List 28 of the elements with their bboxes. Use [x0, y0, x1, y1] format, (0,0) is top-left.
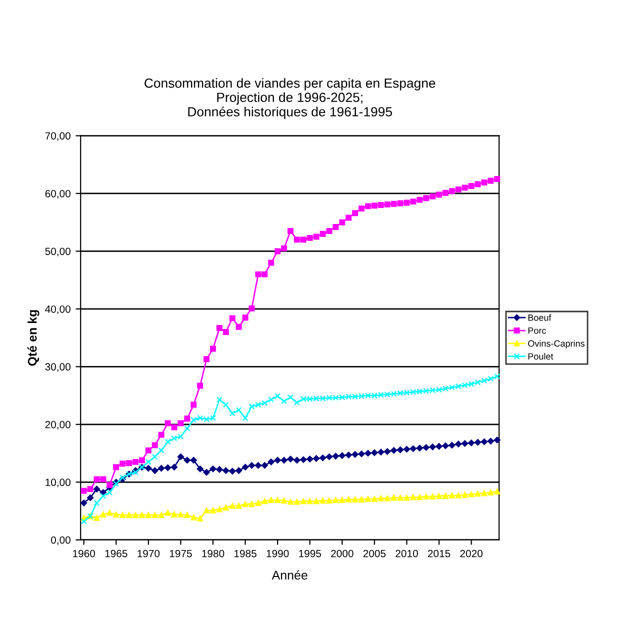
legend-label: Ovins-Caprins — [528, 340, 585, 348]
x-tick-label: 1980 — [202, 550, 224, 558]
x-tick-label: 2010 — [396, 550, 418, 558]
y-tick-label: 30,00 — [45, 363, 70, 372]
legend-label: Boeuf — [528, 314, 552, 321]
x-tick-label: 2000 — [331, 550, 354, 558]
y-tick-label: 70,00 — [45, 132, 70, 141]
x-tick-label: 1965 — [105, 550, 128, 558]
x-axis-title: Année — [272, 570, 308, 580]
x-tick-label: 1990 — [266, 550, 289, 558]
y-tick-label: 10,00 — [46, 478, 70, 488]
y-axis-title: Qté en kg — [27, 310, 40, 366]
x-tick-label: 1960 — [73, 550, 96, 558]
x-tick-label: 1985 — [234, 550, 256, 558]
y-tick-label: 20,00 — [45, 420, 70, 430]
x-tick-label: 2020 — [460, 550, 483, 558]
x-tick-label: 1975 — [170, 550, 192, 558]
x-tick-label: 1995 — [299, 550, 322, 558]
x-tick-label: 1970 — [138, 550, 160, 558]
y-tick-label: 0,00 — [51, 536, 70, 545]
x-tick-label: 2005 — [363, 550, 386, 558]
y-tick-label: 60,00 — [45, 190, 70, 199]
x-tick-label: 2015 — [428, 550, 450, 558]
legend-label: Porc — [528, 327, 546, 334]
y-tick-label: 40,00 — [45, 305, 70, 314]
chart-title: Consommation de viandes per capita en Espagne Projection de 1996-2025; Données historiques de 1961-1995 — [144, 78, 436, 120]
legend-label: Poulet — [528, 352, 554, 360]
y-tick-label: 50,00 — [45, 248, 70, 256]
